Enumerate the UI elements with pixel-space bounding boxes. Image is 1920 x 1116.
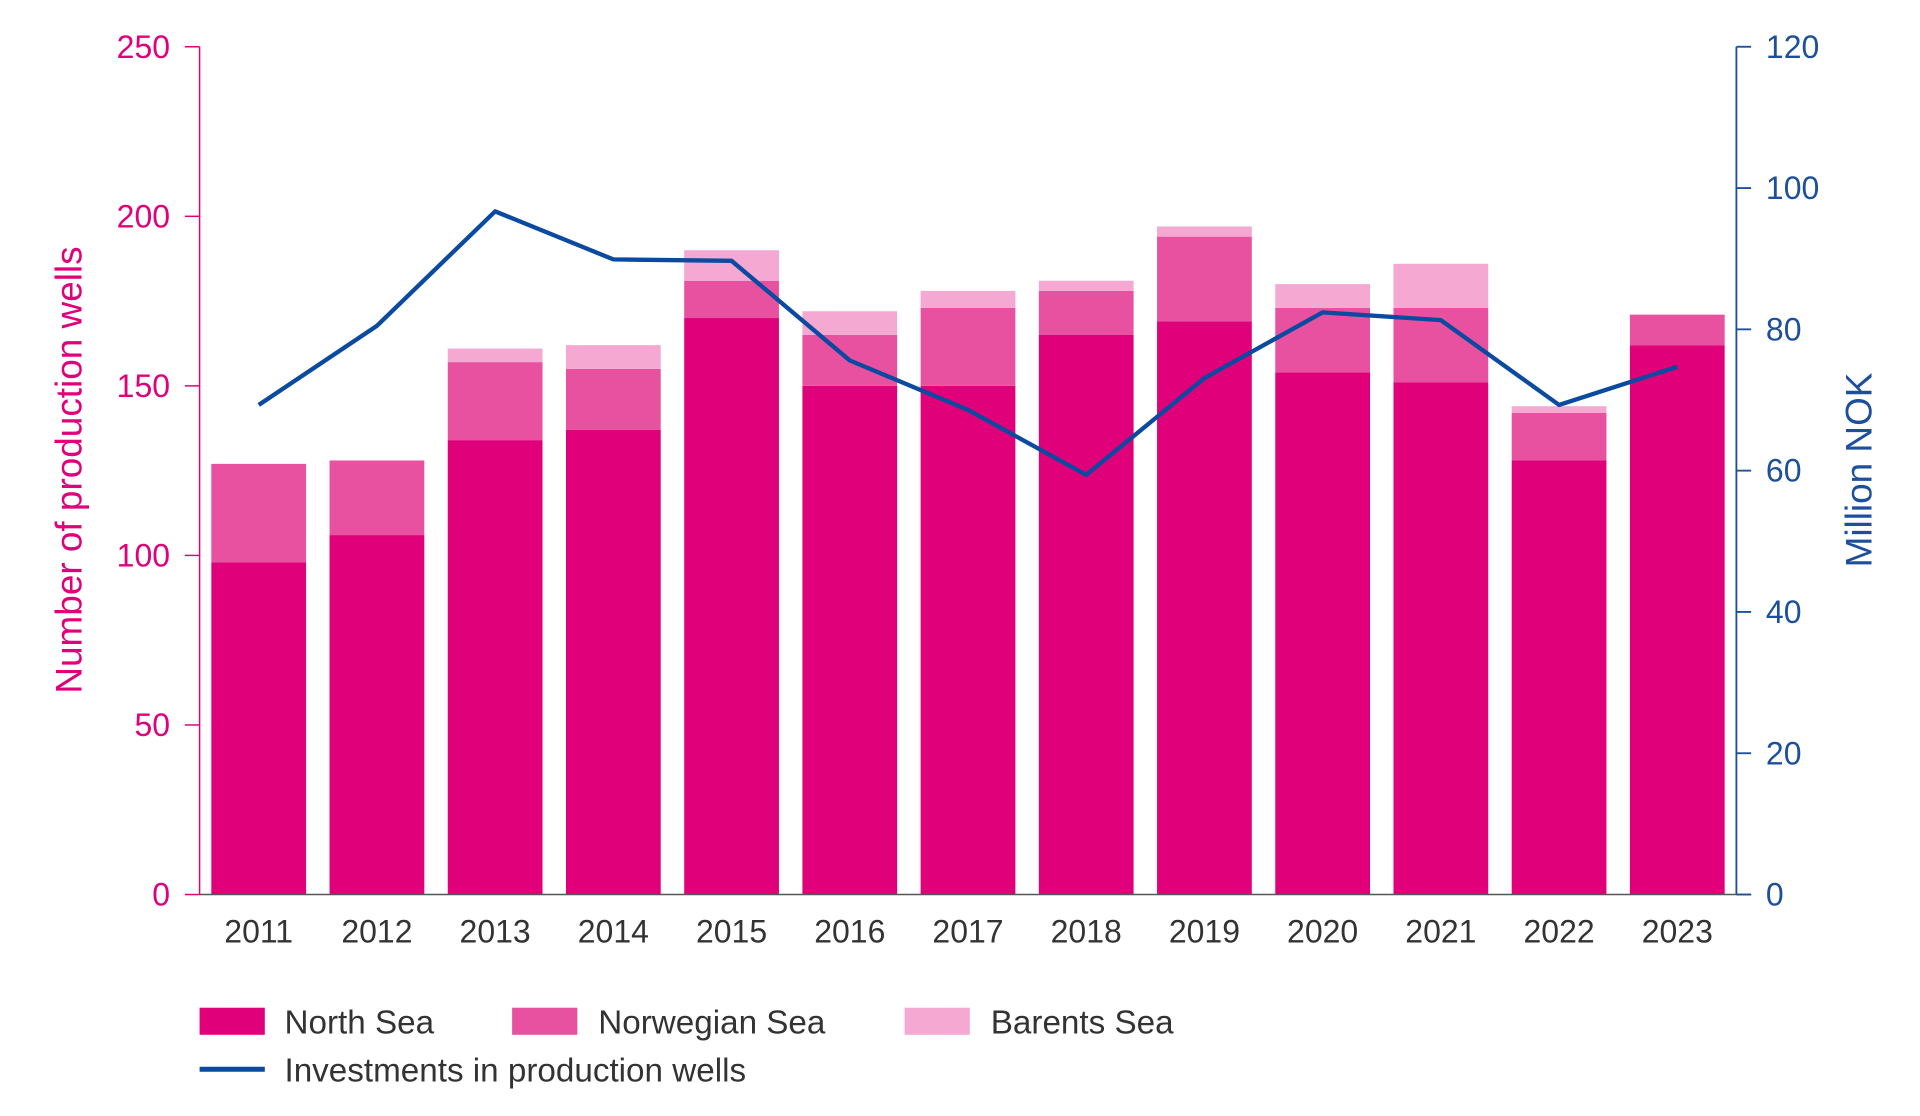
x-tick-label-2023: 2023 bbox=[1642, 914, 1713, 950]
x-tick-label-2022: 2022 bbox=[1523, 914, 1594, 950]
bar-norwegian-sea-2014 bbox=[565, 368, 661, 430]
bar-barents-sea-2014 bbox=[565, 345, 661, 369]
right-tick-label-120: 120 bbox=[1766, 29, 1819, 65]
x-tick-label-2015: 2015 bbox=[696, 914, 767, 950]
x-tick-label-2020: 2020 bbox=[1287, 914, 1358, 950]
legend-label-north-sea: North Sea bbox=[284, 1005, 434, 1042]
x-tick-label-2012: 2012 bbox=[341, 914, 412, 950]
bar-barents-sea-2018 bbox=[1038, 280, 1134, 291]
bar-barents-sea-2022 bbox=[1511, 406, 1607, 413]
line-group bbox=[257, 209, 1678, 478]
legend-swatch-north-sea bbox=[199, 1007, 265, 1035]
left-tick-label-200: 200 bbox=[117, 198, 170, 234]
bar-north-sea-2019 bbox=[1157, 321, 1252, 895]
right-tick-label-0: 0 bbox=[1766, 877, 1784, 913]
bar-north-sea-2013 bbox=[447, 440, 543, 895]
x-tick-label-2017: 2017 bbox=[932, 914, 1003, 950]
legend: North Sea Norwegian Sea Barents Sea Inve… bbox=[199, 1005, 1174, 1090]
bar-north-sea-2017 bbox=[920, 385, 1016, 895]
bar-norwegian-sea-2019 bbox=[1157, 236, 1252, 322]
bars-group bbox=[211, 226, 1725, 895]
legend-swatch-norwegian-sea bbox=[512, 1007, 578, 1035]
x-tick-label-2013: 2013 bbox=[460, 914, 531, 950]
left-tick-label-150: 150 bbox=[117, 368, 170, 404]
y-axis-label-right: Million NOK bbox=[1839, 372, 1880, 567]
y-axis-label-left: Number of production wells bbox=[48, 246, 89, 693]
left-tick-label-50: 50 bbox=[134, 707, 170, 743]
bar-norwegian-sea-2017 bbox=[920, 307, 1016, 386]
right-tick-label-40: 40 bbox=[1766, 594, 1802, 630]
x-tick-label-2014: 2014 bbox=[578, 914, 649, 950]
x-tick-label-2018: 2018 bbox=[1051, 914, 1122, 950]
right-tick-label-60: 60 bbox=[1766, 453, 1802, 489]
bar-north-sea-2015 bbox=[684, 318, 779, 895]
bar-north-sea-2020 bbox=[1275, 372, 1371, 895]
bar-north-sea-2014 bbox=[565, 429, 661, 895]
left-tick-label-0: 0 bbox=[152, 877, 170, 913]
bar-barents-sea-2016 bbox=[802, 311, 898, 335]
left-tick-label-250: 250 bbox=[117, 29, 170, 65]
x-tick-label-2021: 2021 bbox=[1405, 914, 1476, 950]
bar-north-sea-2022 bbox=[1511, 460, 1607, 895]
bar-barents-sea-2019 bbox=[1157, 226, 1252, 237]
bar-norwegian-sea-2011 bbox=[211, 463, 307, 563]
bar-barents-sea-2015 bbox=[684, 250, 779, 281]
bar-north-sea-2012 bbox=[329, 535, 425, 895]
right-tick-label-100: 100 bbox=[1766, 170, 1819, 206]
bar-norwegian-sea-2013 bbox=[447, 362, 543, 441]
left-tick-label-100: 100 bbox=[117, 537, 170, 573]
right-tick-label-20: 20 bbox=[1766, 735, 1802, 771]
right-tick-label-80: 80 bbox=[1766, 311, 1802, 347]
bar-north-sea-2023 bbox=[1629, 345, 1725, 895]
legend-label-norwegian-sea: Norwegian Sea bbox=[598, 1005, 826, 1042]
legend-label-barents-sea: Barents Sea bbox=[991, 1005, 1174, 1042]
bar-barents-sea-2013 bbox=[447, 348, 543, 363]
bar-norwegian-sea-2023 bbox=[1629, 314, 1725, 346]
bar-north-sea-2021 bbox=[1393, 382, 1489, 895]
bar-norwegian-sea-2018 bbox=[1038, 290, 1134, 335]
bar-north-sea-2011 bbox=[211, 562, 307, 895]
x-tick-label-2011: 2011 bbox=[224, 914, 293, 950]
legend-swatch-barents-sea bbox=[904, 1007, 970, 1035]
axes-group: 2011 2012 2013 2014 2015 2016 2017 2018 2019 2020… bbox=[117, 29, 1820, 950]
x-tick-label-2019: 2019 bbox=[1169, 914, 1240, 950]
x-tick-label-2016: 2016 bbox=[814, 914, 885, 950]
bar-barents-sea-2017 bbox=[920, 290, 1016, 308]
bar-north-sea-2016 bbox=[802, 385, 898, 895]
bar-north-sea-2018 bbox=[1038, 334, 1134, 895]
legend-label-investments: Investments in production wells bbox=[284, 1053, 746, 1090]
bar-barents-sea-2021 bbox=[1393, 263, 1489, 308]
bar-norwegian-sea-2020 bbox=[1275, 307, 1371, 373]
bar-barents-sea-2020 bbox=[1275, 284, 1371, 308]
bar-norwegian-sea-2012 bbox=[329, 460, 425, 536]
bar-norwegian-sea-2022 bbox=[1511, 412, 1607, 461]
